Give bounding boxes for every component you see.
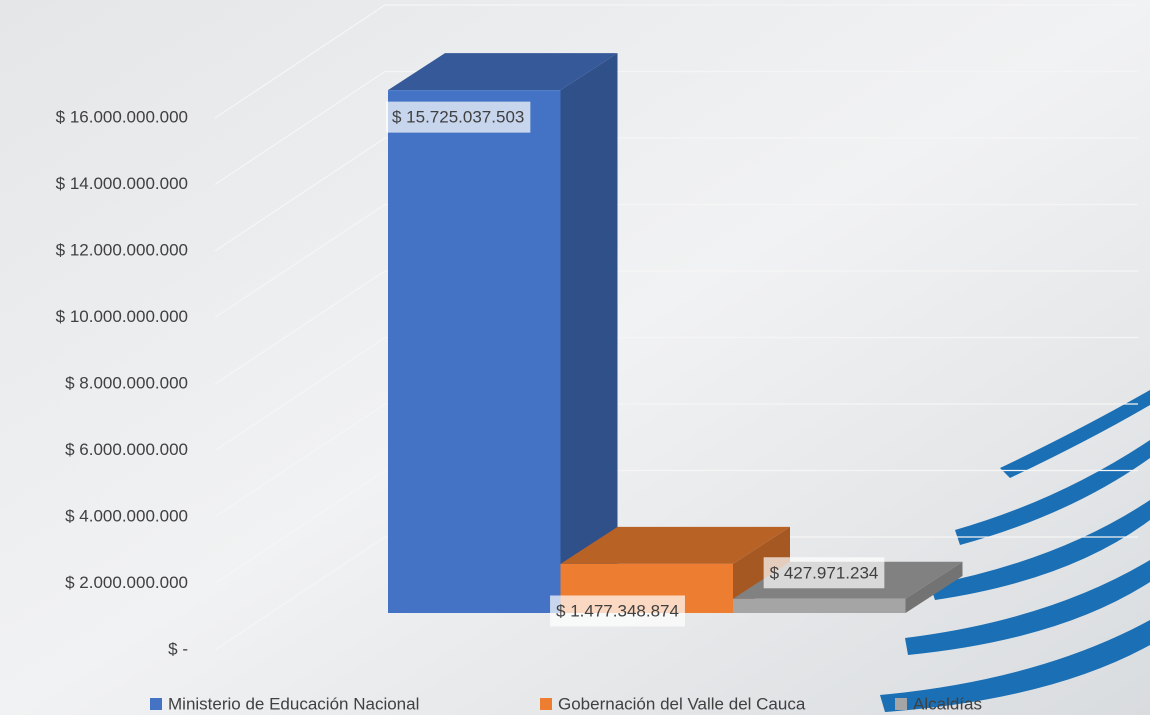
grid-line xyxy=(214,4,1138,119)
value-label: $ 1.477.348.874 xyxy=(556,601,679,620)
y-tick-label: $ 16.000.000.000 xyxy=(56,107,188,126)
y-tick-label: $ 6.000.000.000 xyxy=(65,440,188,459)
y-tick-label: $ 8.000.000.000 xyxy=(65,373,188,392)
legend-label: Gobernación del Valle del Cauca xyxy=(558,694,806,713)
grid-line xyxy=(214,403,1138,518)
y-tick-label: $ 12.000.000.000 xyxy=(56,240,188,259)
y-tick-label: $ 10.000.000.000 xyxy=(56,307,188,326)
grid-line xyxy=(214,536,1138,651)
value-label-box xyxy=(386,101,531,133)
bar-top xyxy=(560,526,790,564)
grid-line xyxy=(214,336,1138,452)
bar-side xyxy=(905,561,963,613)
bar-top xyxy=(388,53,618,91)
bar-side xyxy=(560,53,618,613)
grid-line xyxy=(214,70,1138,186)
legend-label: Alcaldías xyxy=(913,694,982,713)
y-tick-label: $ 14.000.000.000 xyxy=(56,174,188,193)
legend-swatch xyxy=(150,698,162,710)
grid-line xyxy=(214,469,1138,585)
bar-front xyxy=(388,90,561,613)
grid-line xyxy=(214,270,1138,385)
legend-swatch xyxy=(895,698,907,710)
grid-line xyxy=(214,203,1138,319)
grid-line xyxy=(214,137,1138,252)
value-label-box xyxy=(550,595,685,627)
legend-label: Ministerio de Educación Nacional xyxy=(168,694,419,713)
legend-swatch xyxy=(540,698,552,710)
bar-front xyxy=(733,598,906,613)
y-tick-label: $ 4.000.000.000 xyxy=(65,506,188,525)
value-label: $ 15.725.037.503 xyxy=(392,108,524,127)
y-tick-label: $ - xyxy=(168,639,188,658)
bar xyxy=(388,53,618,613)
value-label-box xyxy=(763,557,885,589)
value-label: $ 427.971.234 xyxy=(770,563,879,582)
decoration xyxy=(880,390,1150,712)
y-tick-label: $ 2.000.000.000 xyxy=(65,573,188,592)
